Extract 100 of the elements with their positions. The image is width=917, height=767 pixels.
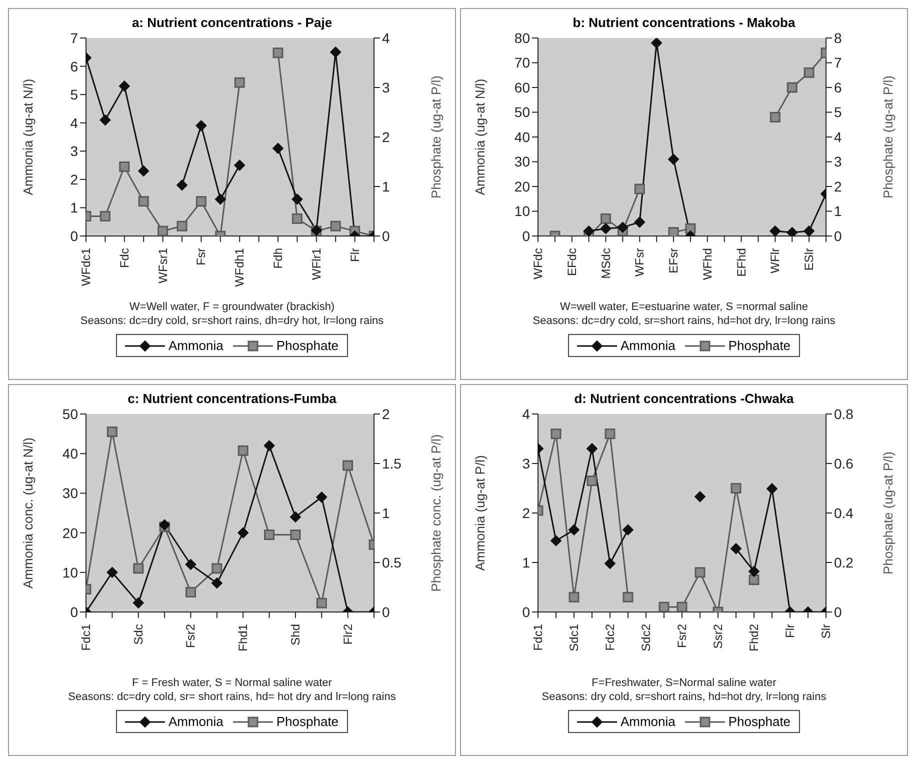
legend-label: Phosphate xyxy=(275,338,339,353)
x-tick-label: Fsr xyxy=(194,248,208,266)
point xyxy=(730,543,742,554)
point xyxy=(568,524,580,536)
x-tick-label: Fsr2 xyxy=(184,624,198,648)
y2-axis-title: Phosphate (ug-at P/l) xyxy=(880,76,896,198)
y2-tick-label: 2 xyxy=(382,128,390,145)
text: F = Fresh water, S = Normal saline water xyxy=(131,676,333,690)
point xyxy=(748,574,760,586)
point xyxy=(550,428,562,440)
point xyxy=(133,563,144,574)
point xyxy=(730,483,742,494)
y2-axis-title: Phosphate (ug-at P/l) xyxy=(880,452,896,574)
y-tick-label: 3 xyxy=(70,143,78,160)
x-tick-label: Fhd1 xyxy=(236,624,250,652)
x-tick-label: Fdc1 xyxy=(531,624,545,651)
x-tick-label: ESlr xyxy=(802,248,816,271)
chart-title: a: Nutrient concentrations - Paje xyxy=(132,15,332,30)
point xyxy=(316,492,328,503)
point xyxy=(600,223,612,234)
y-tick-label: 0 xyxy=(70,604,78,620)
point xyxy=(668,227,679,236)
point xyxy=(138,165,150,176)
chart-title: b: Nutrient concentrations - Makoba xyxy=(572,15,796,30)
point xyxy=(234,77,245,88)
point xyxy=(668,154,680,165)
y2-tick-label: 0 xyxy=(834,228,842,244)
point xyxy=(583,226,594,236)
legend-label: Ammonia xyxy=(619,338,676,353)
point xyxy=(176,220,188,232)
point xyxy=(272,142,284,154)
y2-tick-label: 0 xyxy=(382,604,390,620)
point xyxy=(617,222,628,233)
x-tick-label: Flr xyxy=(783,624,797,638)
y2-tick-label: 1 xyxy=(834,203,842,220)
y2-axis-title: Phosphate conc. (ug-at P/l) xyxy=(428,434,444,592)
y2-tick-label: 6 xyxy=(834,79,842,96)
point xyxy=(604,428,616,440)
x-tick-label: Flr xyxy=(348,248,362,262)
x-tick-label: EFdc xyxy=(564,248,579,276)
point xyxy=(600,213,612,224)
point xyxy=(159,519,170,530)
point xyxy=(212,563,222,574)
y-tick-label: 6 xyxy=(70,58,78,74)
y2-tick-label: 0.2 xyxy=(834,554,854,570)
y2-tick-label: 1 xyxy=(382,504,390,521)
y-tick-label: 20 xyxy=(514,178,530,194)
text: Seasons: dc=dry cold, sr= short rains, hd= hot dry and lr=long rains xyxy=(67,690,397,704)
point xyxy=(214,194,226,205)
point xyxy=(786,227,798,236)
point xyxy=(604,558,616,569)
chart-title: d: Nutrient concentrations -Chwaka xyxy=(574,391,794,406)
point xyxy=(330,46,342,58)
y2-tick-label: 1 xyxy=(382,178,390,194)
point xyxy=(211,578,222,589)
text: Seasons: dc=dry cold, sr=short rains, dh=dry hot, lr=long rains xyxy=(79,314,385,328)
y-tick-label: 40 xyxy=(514,128,530,145)
point xyxy=(106,566,118,578)
point xyxy=(658,602,670,612)
y-tick-label: 30 xyxy=(62,485,78,502)
y2-tick-label: 0.6 xyxy=(834,455,854,472)
legend-label: Ammonia xyxy=(167,338,224,353)
point xyxy=(568,592,580,602)
point xyxy=(264,530,275,540)
y-tick-label: 70 xyxy=(514,54,530,71)
x-tick-label: EFhd xyxy=(734,248,748,277)
legend-label: Phosphate xyxy=(727,338,791,353)
point xyxy=(132,597,144,608)
y-tick-label: 3 xyxy=(522,455,530,472)
y-axis-title: Ammonia (ug-at N/l) xyxy=(472,78,488,196)
y-tick-label: 4 xyxy=(70,114,78,131)
text: Seasons: dc=dry cold, sr=short rains, hd=hot dry, lr=long rains xyxy=(532,314,836,328)
x-tick-label: Sdc1 xyxy=(567,624,581,652)
point xyxy=(238,445,248,456)
y-tick-label: 0 xyxy=(522,604,530,620)
point xyxy=(292,194,303,205)
point xyxy=(786,82,798,93)
point xyxy=(804,226,815,236)
point xyxy=(634,184,645,194)
y-axis-title: Ammonia conc. (ug-at N/l) xyxy=(20,438,36,588)
y-tick-label: 1 xyxy=(70,200,78,216)
point xyxy=(804,67,814,78)
text: W=Well water, F = groundwater (brackish) xyxy=(128,300,336,314)
y-tick-label: 0 xyxy=(522,228,530,244)
legend-label: Ammonia xyxy=(619,714,676,729)
y-axis-title: Ammonia (ug-at N/l) xyxy=(20,78,36,196)
point xyxy=(158,226,168,236)
point xyxy=(342,460,354,471)
point xyxy=(770,112,780,122)
y2-tick-label: 0.5 xyxy=(382,554,402,570)
y-tick-label: 10 xyxy=(514,203,530,220)
point xyxy=(106,426,118,438)
y2-tick-label: 8 xyxy=(834,30,842,46)
point xyxy=(766,483,778,494)
y-tick-label: 7 xyxy=(70,30,78,46)
y2-tick-label: 0.8 xyxy=(834,406,854,422)
legend-label: Phosphate xyxy=(727,714,791,729)
y-tick-label: 30 xyxy=(514,154,530,170)
point xyxy=(100,210,110,222)
x-tick-label: Shd xyxy=(288,624,302,646)
